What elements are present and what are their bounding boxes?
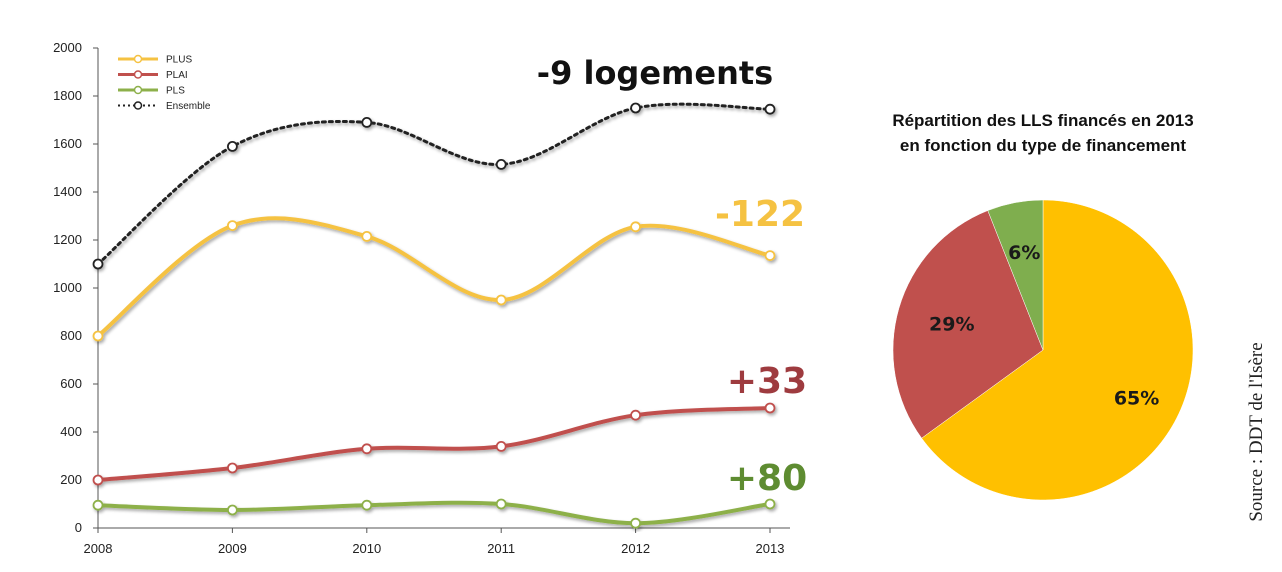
annotation-plus: -122	[715, 194, 805, 235]
data-point-plai	[495, 440, 507, 452]
series-line-plus	[96, 216, 772, 338]
data-point-plai	[226, 462, 238, 474]
legend-marker-ensemble	[133, 101, 143, 110]
x-tick-label: 2013	[756, 541, 785, 556]
data-point-pls	[630, 517, 641, 529]
pie-slices	[892, 199, 1194, 501]
x-tick-label: 2011	[487, 541, 515, 556]
legend-label-plus: PLUS	[166, 55, 192, 66]
y-tick-label: 400	[60, 424, 82, 439]
series-lines	[92, 102, 776, 529]
data-point-plus	[764, 250, 776, 262]
series-line-plai	[96, 406, 772, 482]
series-plai	[92, 402, 776, 486]
y-ticks: 0 200 400 600 800 1000 1200 1400 1600 1800 2000	[53, 40, 98, 535]
x-tick-label: 2008	[84, 541, 113, 556]
data-point-pls	[764, 498, 776, 510]
pie-label-1: 29%	[929, 313, 974, 335]
legend-label-plai: PLAI	[166, 70, 188, 81]
pie-title-line1: Répartition des LLS financés en 2013	[892, 111, 1193, 130]
series-line-pls	[96, 500, 772, 526]
pie-slice-1	[892, 210, 1044, 439]
legend-marker-plus	[133, 54, 143, 64]
data-point-pls	[92, 499, 104, 511]
series-pls	[92, 498, 776, 529]
y-tick-label: 1800	[53, 88, 82, 103]
y-tick-label: 1200	[53, 232, 82, 247]
data-point-plai	[630, 409, 641, 421]
line-chart: 0 200 400 600 800 1000 1200 1400 1600 1800 2000 20…	[53, 40, 807, 556]
y-tick-label: 200	[60, 472, 82, 487]
pie-labels: 65% 29% 6%	[929, 242, 1159, 410]
data-point-plai	[361, 443, 373, 455]
pie-slice-0	[921, 199, 1194, 501]
pie-chart: Répartition des LLS financés en 2013 en …	[892, 111, 1194, 501]
data-point-ensemble	[361, 117, 373, 128]
data-point-ensemble	[630, 102, 641, 114]
source-note: Source : DDT de l'Isère	[1246, 342, 1267, 521]
y-tick-label: 800	[60, 328, 82, 343]
data-point-plai	[92, 474, 104, 486]
data-point-plus	[495, 294, 507, 306]
series-line-ensemble	[96, 102, 772, 266]
legend: PLUS PLAI PLS Ensemble	[118, 54, 211, 112]
data-point-plai	[764, 402, 776, 414]
series-ensemble	[92, 102, 776, 270]
series-plus	[92, 216, 776, 342]
data-point-plus	[92, 330, 104, 342]
legend-marker-pls	[133, 85, 143, 95]
data-point-ensemble	[764, 103, 776, 115]
data-point-ensemble	[495, 158, 507, 170]
legend-label-ensemble: Ensemble	[166, 101, 211, 112]
x-ticks: 2008 2009 2010 2011 2012 2013	[84, 528, 785, 556]
y-tick-label: 2000	[53, 40, 82, 55]
pie-title-line2: en fonction du type de financement	[900, 136, 1187, 155]
annotation-plai: +33	[727, 361, 807, 402]
data-point-plus	[226, 220, 238, 232]
y-tick-label: 1600	[53, 136, 82, 151]
data-point-pls	[226, 504, 238, 516]
pie-label-2: 6%	[1008, 242, 1040, 264]
data-point-plus	[361, 230, 373, 242]
y-tick-label: 1400	[53, 184, 82, 199]
data-point-pls	[361, 499, 373, 511]
y-tick-label: 1000	[53, 280, 82, 295]
data-point-ensemble	[92, 258, 104, 270]
x-tick-label: 2009	[218, 541, 247, 556]
pie-slice-2	[987, 199, 1044, 351]
annotation-ensemble: -9 logements	[537, 54, 773, 92]
data-point-plus	[630, 221, 641, 233]
x-tick-label: 2012	[621, 541, 650, 556]
x-tick-label: 2010	[352, 541, 381, 556]
legend-marker-plai	[133, 70, 143, 79]
y-tick-label: 600	[60, 376, 82, 391]
pie-label-0: 65%	[1114, 388, 1159, 410]
annotation-pls: +80	[727, 458, 807, 499]
data-point-ensemble	[226, 140, 238, 152]
legend-label-pls: PLS	[166, 86, 185, 97]
data-point-pls	[495, 498, 507, 510]
y-tick-label: 0	[75, 520, 82, 535]
